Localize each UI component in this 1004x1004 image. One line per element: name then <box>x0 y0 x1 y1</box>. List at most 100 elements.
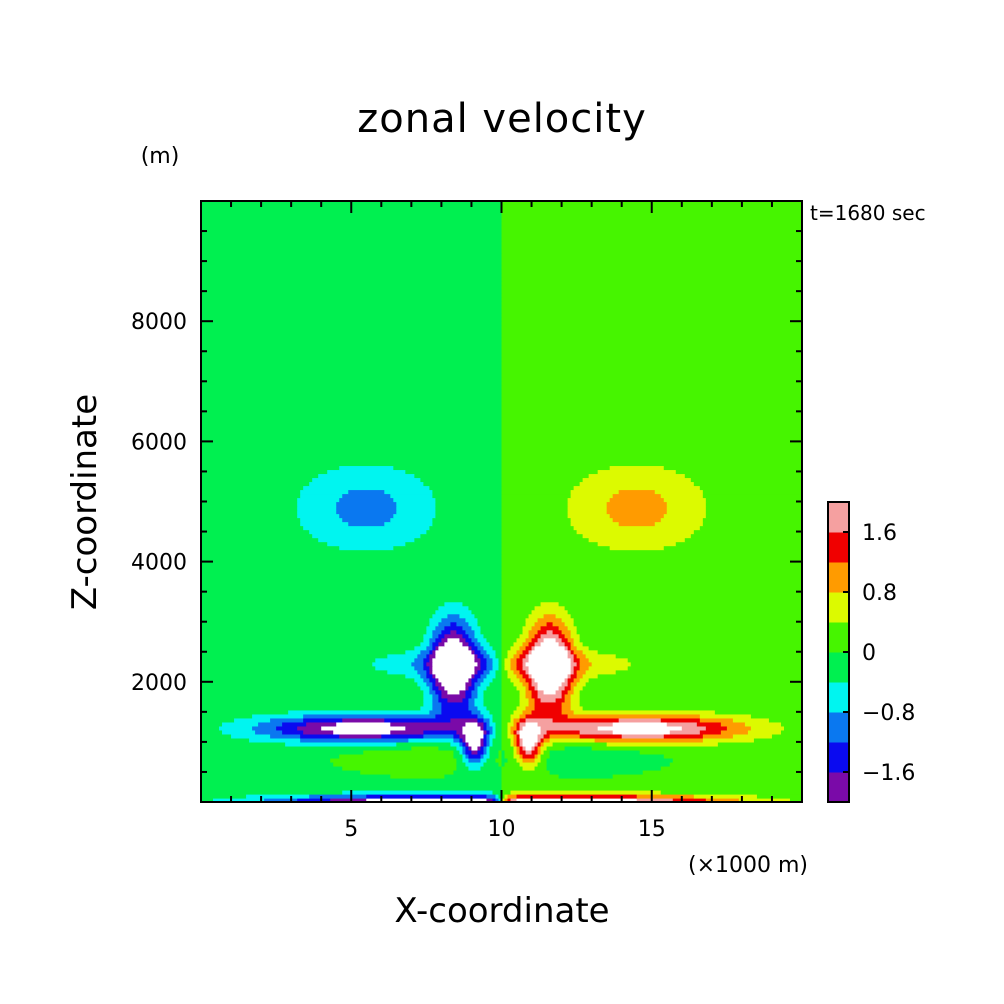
contour-cell <box>420 641 430 647</box>
contour-cell <box>384 489 433 495</box>
contour-cell <box>501 457 803 463</box>
contour-cell <box>426 681 433 687</box>
colorbar-label: −0.8 <box>862 701 915 726</box>
contour-cell <box>588 537 686 543</box>
colorbar-swatch <box>828 712 849 743</box>
contour-cell <box>537 617 563 623</box>
contour-cell <box>432 661 479 667</box>
contour-cell <box>528 673 533 679</box>
contour-cell <box>702 521 803 527</box>
contour-cell <box>519 713 527 719</box>
contour-cell <box>609 465 665 471</box>
contour-cell <box>468 697 476 703</box>
contour-cell <box>582 649 599 655</box>
contour-cell <box>201 725 220 731</box>
contour-cell <box>561 693 566 699</box>
contour-cell <box>516 661 524 667</box>
contour-cell <box>444 685 467 691</box>
contour-cell <box>432 681 436 687</box>
contour-cell <box>705 501 803 507</box>
contour-cell <box>501 469 599 475</box>
contour-cell <box>492 717 503 723</box>
contour-cell <box>528 641 536 647</box>
contour-cell <box>432 697 439 703</box>
contour-cell <box>432 665 476 671</box>
contour-cell <box>201 697 424 703</box>
contour-cell <box>525 685 530 691</box>
contour-cell <box>570 649 575 655</box>
contour-cell <box>465 617 479 623</box>
contour-cell <box>333 761 458 767</box>
contour-cell <box>474 665 482 671</box>
contour-cell <box>333 729 391 735</box>
contour-cell <box>201 565 503 571</box>
contour-cell <box>522 741 536 747</box>
contour-cell <box>552 621 566 627</box>
contour-cell <box>540 697 557 703</box>
contour-cell <box>483 669 491 675</box>
contour-cell <box>501 637 518 643</box>
contour-cell <box>540 633 560 639</box>
contour-cell <box>201 509 298 515</box>
contour-cell <box>201 513 298 519</box>
contour-cell <box>573 689 581 695</box>
contour-cell <box>471 681 476 687</box>
contour-cell <box>789 797 803 803</box>
contour-cell <box>474 613 503 619</box>
contour-cell <box>705 797 740 803</box>
contour-cell <box>303 729 334 735</box>
contour-cell <box>438 685 445 691</box>
contour-cell <box>576 629 803 635</box>
contour-cell <box>477 685 488 691</box>
contour-cell <box>576 681 587 687</box>
contour-cell <box>534 753 539 759</box>
contour-cell <box>474 681 482 687</box>
contour-cell <box>201 317 503 322</box>
contour-cell <box>552 741 608 747</box>
contour-cell <box>201 301 503 306</box>
contour-cell <box>513 641 524 647</box>
contour-cell <box>426 661 433 667</box>
contour-cell <box>201 389 503 394</box>
contour-cell <box>201 769 361 775</box>
contour-cell <box>501 657 506 663</box>
contour-cell <box>522 625 533 631</box>
contour-cell <box>579 661 593 667</box>
contour-cell <box>501 757 509 763</box>
contour-cell <box>753 737 803 743</box>
contour-cell <box>501 561 803 567</box>
contour-cell <box>231 733 271 739</box>
contour-cell <box>498 665 503 671</box>
contour-cell <box>201 393 503 398</box>
contour-cell <box>486 661 494 667</box>
contour-cell <box>288 709 430 715</box>
contour-cell <box>783 725 803 731</box>
contour-cell <box>582 533 692 539</box>
contour-cell <box>438 745 458 751</box>
contour-cell <box>441 681 467 687</box>
contour-cell <box>555 637 563 643</box>
contour-cell <box>435 681 442 687</box>
contour-cell <box>576 645 590 651</box>
contour-cell <box>501 317 803 322</box>
contour-cell <box>336 509 397 515</box>
contour-cell <box>501 689 521 695</box>
contour-cell <box>540 625 560 631</box>
contour-cell <box>561 701 572 707</box>
contour-cell <box>561 617 575 623</box>
contour-cell <box>501 577 803 583</box>
contour-cell <box>462 737 467 743</box>
contour-cell <box>501 797 506 803</box>
contour-cell <box>201 529 310 535</box>
contour-cell <box>468 605 503 611</box>
contour-cell <box>519 633 530 639</box>
contour-cell <box>201 521 301 527</box>
contour-cell <box>732 733 773 739</box>
contour-cell <box>630 661 803 667</box>
contour-cell <box>525 721 539 727</box>
contour-cell <box>534 677 566 683</box>
contour-cell <box>201 377 503 382</box>
contour-cell <box>462 753 467 759</box>
contour-cell <box>501 601 542 607</box>
contour-cell <box>669 729 701 735</box>
